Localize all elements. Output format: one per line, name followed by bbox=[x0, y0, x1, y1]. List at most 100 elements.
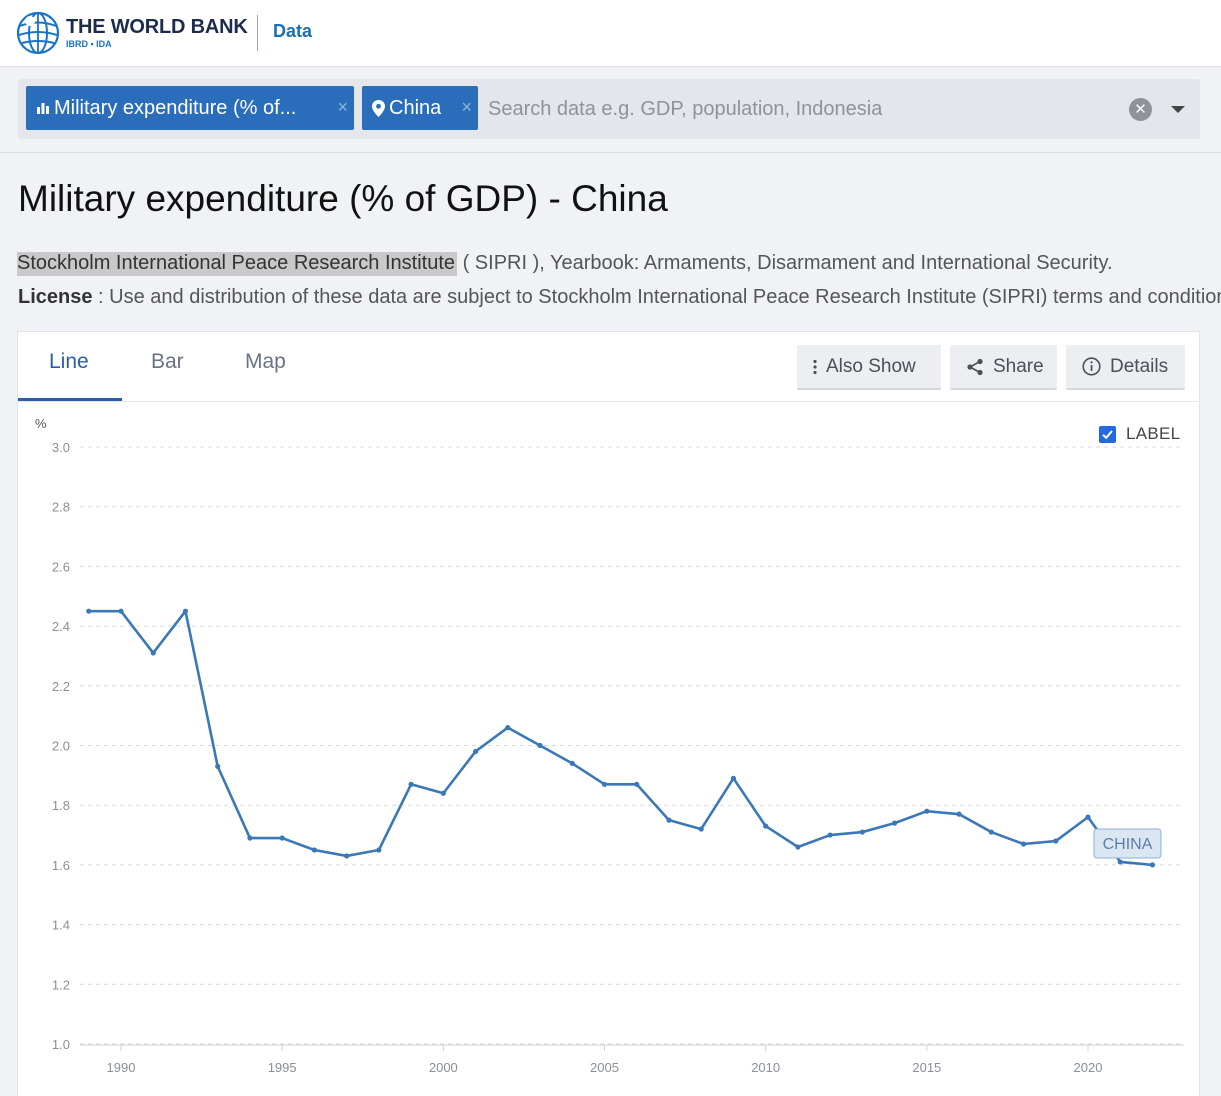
data-point[interactable] bbox=[505, 724, 511, 731]
data-point[interactable] bbox=[215, 763, 221, 769]
series-label-box bbox=[1093, 828, 1162, 859]
remove-country-icon[interactable]: × bbox=[461, 97, 472, 117]
y-axis-unit-label: % bbox=[35, 416, 47, 431]
series-line-china bbox=[88, 609, 1153, 867]
x-tick-label: 2000 bbox=[429, 1060, 458, 1075]
country-chip-label: China bbox=[389, 96, 442, 119]
data-point[interactable] bbox=[1085, 814, 1091, 820]
page-title: Military expenditure (% of GDP) - China bbox=[18, 178, 668, 219]
y-tick-label: 3.0 bbox=[52, 440, 70, 455]
data-point[interactable] bbox=[988, 829, 994, 835]
data-point[interactable] bbox=[118, 608, 124, 614]
data-point[interactable] bbox=[440, 790, 446, 796]
tab-line[interactable]: Line bbox=[49, 350, 89, 373]
info-icon bbox=[1082, 357, 1101, 376]
data-point[interactable] bbox=[827, 832, 833, 838]
chart-tabs: Line Bar Map Also Show Share Details bbox=[18, 332, 1201, 402]
details-label: Details bbox=[1110, 355, 1169, 377]
indicator-chip[interactable]: Military expenditure (% of... × bbox=[26, 86, 354, 130]
brand[interactable]: THE WORLD BANK IBRD • IDA bbox=[66, 16, 248, 49]
y-tick-label: 2.2 bbox=[52, 679, 70, 694]
data-point[interactable] bbox=[569, 760, 575, 767]
data-point[interactable] bbox=[859, 829, 865, 835]
label-checkbox[interactable] bbox=[1099, 425, 1116, 443]
data-point[interactable] bbox=[698, 826, 704, 832]
clear-search-icon[interactable]: ✕ bbox=[1129, 98, 1152, 121]
label-toggle-text: LABEL bbox=[1126, 424, 1181, 443]
data-point[interactable] bbox=[924, 808, 930, 814]
indicator-chip-label: Military expenditure (% of... bbox=[54, 96, 297, 119]
data-point[interactable] bbox=[1149, 862, 1156, 868]
y-tick-label: 1.4 bbox=[52, 918, 70, 933]
header-divider bbox=[257, 15, 258, 51]
chart-card: Line Bar Map Also Show Share Details LAB… bbox=[17, 331, 1201, 1096]
label-toggle[interactable]: LABEL bbox=[1099, 424, 1180, 444]
map-pin-icon bbox=[372, 99, 385, 117]
y-tick-label: 1.0 bbox=[52, 1037, 70, 1052]
data-point[interactable] bbox=[666, 817, 672, 823]
data-point[interactable] bbox=[279, 835, 285, 841]
data-point[interactable] bbox=[730, 775, 737, 781]
data-point[interactable] bbox=[634, 781, 640, 787]
x-tick-label: 2015 bbox=[912, 1060, 941, 1075]
data-point[interactable] bbox=[472, 748, 479, 755]
data-point[interactable] bbox=[247, 835, 253, 841]
brand-name: THE WORLD BANK bbox=[66, 16, 248, 38]
y-tick-label: 1.6 bbox=[52, 858, 70, 873]
remove-indicator-icon[interactable]: × bbox=[337, 97, 348, 117]
data-point[interactable] bbox=[1020, 841, 1027, 847]
license-text: : Use and distribution of these data are… bbox=[92, 286, 1221, 308]
source-text: ( SIPRI ), Yearbook: Armaments, Disarmam… bbox=[457, 252, 1113, 274]
x-tick-label: 1995 bbox=[268, 1060, 297, 1075]
data-point[interactable] bbox=[408, 781, 414, 787]
tab-bar[interactable]: Bar bbox=[151, 350, 184, 373]
data-point[interactable] bbox=[150, 650, 156, 656]
more-vertical-icon bbox=[813, 359, 817, 375]
data-point[interactable] bbox=[892, 820, 898, 826]
y-tick-label: 2.4 bbox=[52, 619, 70, 634]
bar-chart-icon bbox=[36, 101, 50, 115]
data-point[interactable] bbox=[537, 742, 543, 749]
world-bank-globe-icon[interactable] bbox=[16, 11, 60, 55]
y-tick-label: 2.6 bbox=[52, 559, 70, 574]
x-tick-label: 2005 bbox=[590, 1060, 619, 1075]
data-point[interactable] bbox=[182, 608, 189, 614]
chevron-down-icon[interactable] bbox=[1171, 106, 1185, 113]
also-show-label: Also Show bbox=[826, 355, 916, 377]
data-point[interactable] bbox=[311, 847, 317, 853]
data-point[interactable] bbox=[344, 853, 350, 859]
source-line: Stockholm International Peace Research I… bbox=[17, 247, 1113, 279]
data-point[interactable] bbox=[795, 844, 801, 850]
series-label-china: CHINA bbox=[1103, 836, 1153, 853]
source-link[interactable]: Stockholm International Peace Research I… bbox=[17, 252, 458, 276]
search-input[interactable] bbox=[488, 87, 1088, 131]
license-line: License : Use and distribution of these … bbox=[18, 286, 1221, 309]
license-label: License bbox=[18, 286, 93, 308]
tab-map[interactable]: Map bbox=[245, 350, 286, 373]
y-tick-label: 2.0 bbox=[52, 739, 70, 754]
x-tick-label: 2020 bbox=[1074, 1060, 1103, 1075]
brand-subtitle: IBRD • IDA bbox=[66, 39, 112, 49]
search-bar: Military expenditure (% of... × China × … bbox=[18, 79, 1200, 139]
x-tick-label: 1990 bbox=[107, 1060, 136, 1075]
data-point[interactable] bbox=[86, 608, 92, 614]
data-point[interactable] bbox=[376, 847, 382, 853]
also-show-button[interactable]: Also Show bbox=[797, 345, 941, 390]
nav-data-link[interactable]: Data bbox=[273, 21, 313, 41]
data-point[interactable] bbox=[601, 781, 608, 787]
site-header: THE WORLD BANK IBRD • IDA Data bbox=[0, 0, 1221, 67]
share-button[interactable]: Share bbox=[950, 345, 1057, 390]
active-tab-indicator bbox=[18, 398, 122, 401]
data-point[interactable] bbox=[956, 811, 962, 817]
data-point[interactable] bbox=[1117, 859, 1123, 865]
x-tick-label: 2010 bbox=[751, 1060, 780, 1075]
share-icon bbox=[966, 358, 984, 376]
data-point[interactable] bbox=[1053, 838, 1059, 844]
country-chip[interactable]: China × bbox=[362, 86, 478, 130]
y-tick-label: 1.2 bbox=[52, 977, 70, 992]
details-button[interactable]: Details bbox=[1066, 345, 1185, 390]
y-tick-label: 1.8 bbox=[52, 798, 70, 813]
data-point[interactable] bbox=[763, 823, 769, 829]
divider bbox=[0, 152, 1221, 153]
